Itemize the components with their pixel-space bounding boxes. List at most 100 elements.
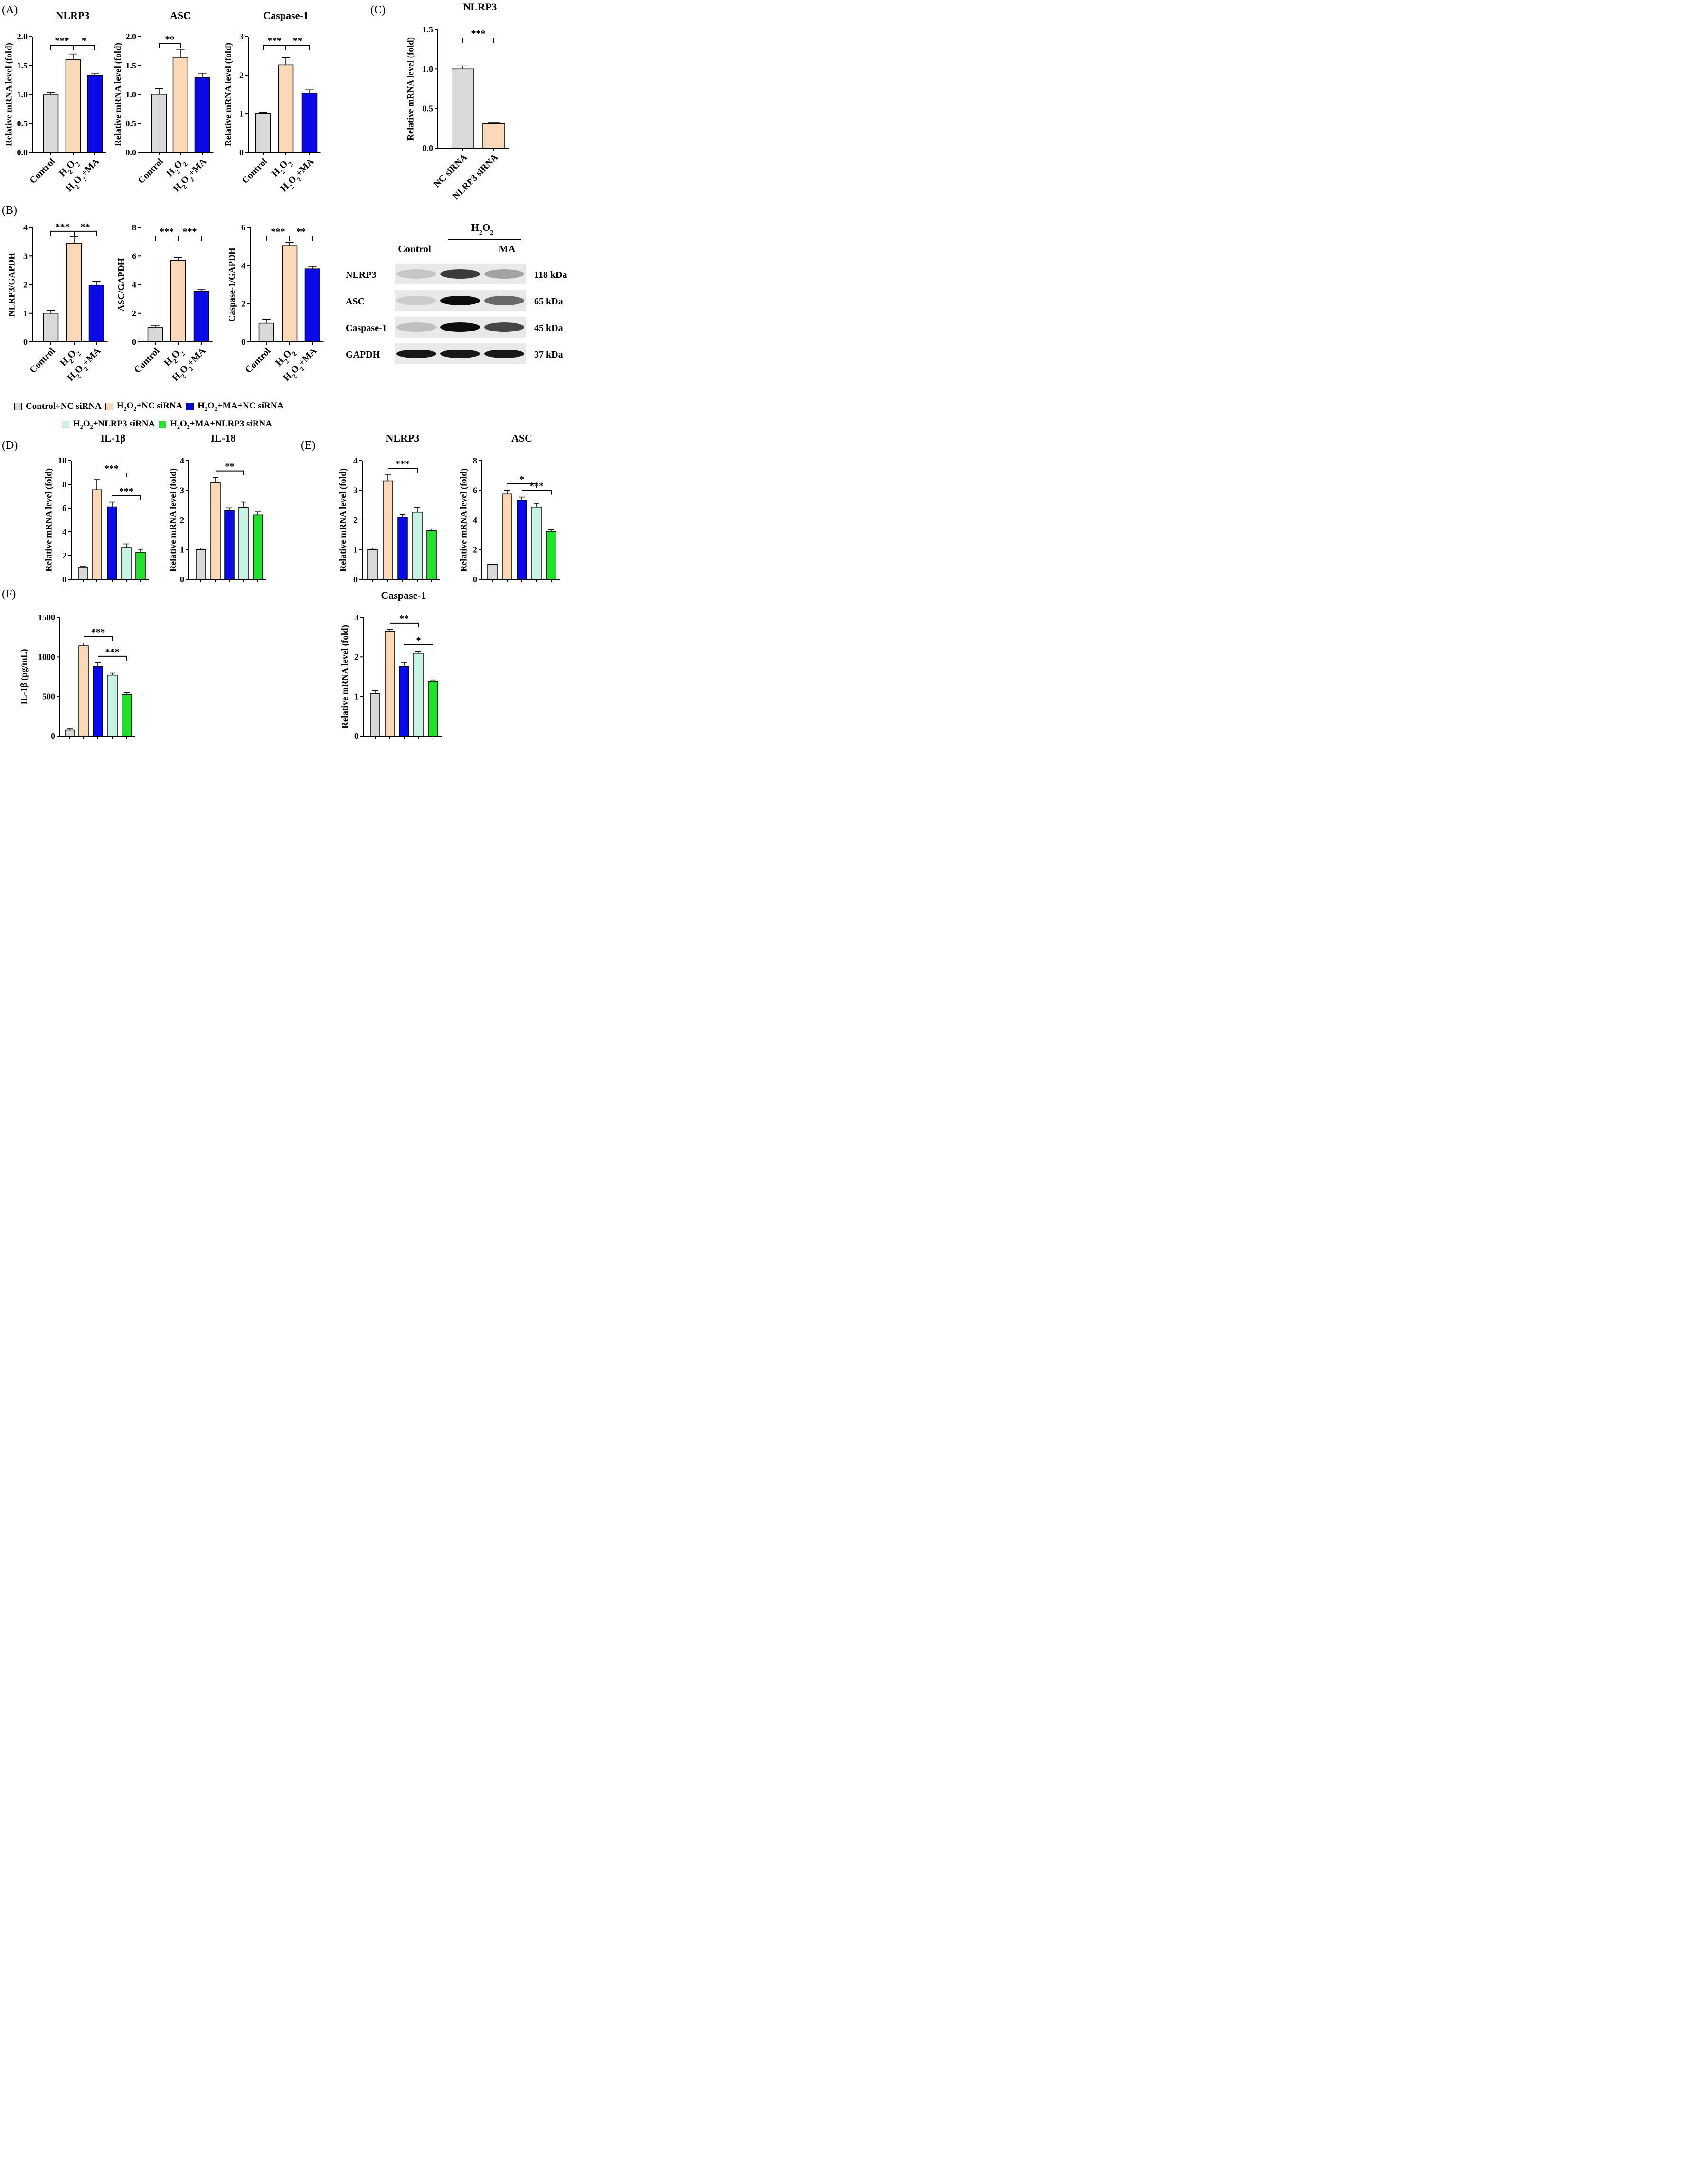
blot-band: [484, 269, 524, 279]
y-axis-label: Relative mRNA level (fold): [405, 37, 415, 141]
significance-label: ***: [396, 459, 410, 469]
bar: [107, 506, 117, 580]
bar: [93, 666, 103, 737]
y-tick-label: 4: [132, 280, 136, 290]
y-axis-label: Relative mRNA level (fold): [340, 625, 350, 728]
significance-bracket: [522, 490, 552, 495]
bar: [65, 729, 75, 737]
y-tick-label: 4: [180, 456, 184, 465]
y-tick-label: 0: [354, 731, 358, 741]
y-tick-label: 2: [180, 515, 184, 525]
y-tick-label: 4: [353, 456, 358, 465]
significance-label: *: [519, 474, 524, 485]
y-tick-label: 0: [239, 148, 244, 157]
blot-band: [396, 296, 436, 305]
x-tick-label: Control: [28, 156, 57, 186]
panel-label: (F): [2, 588, 16, 600]
bar: [452, 68, 474, 149]
y-tick-label: 2: [23, 280, 28, 290]
blot-band: [484, 350, 524, 358]
chart-d1: IL-1β 0 2 4 6 8 10 Relative mRNA level (fold) **…: [44, 432, 149, 584]
significance-label: ***: [471, 28, 486, 39]
y-tick-label: 2: [354, 652, 358, 662]
chart-e1: NLRP3 0 1 2 3 4 Relative mRNA level (fold) ***: [338, 432, 440, 584]
y-axis-label: Relative mRNA level (fold): [338, 468, 348, 572]
bar: [385, 631, 395, 737]
significance-bracket: [73, 45, 95, 50]
y-axis-label: NLRP3/GAPDH: [7, 253, 17, 317]
y-axis-label: ASC/GAPDH: [116, 258, 126, 311]
blot-lane-label: Control: [398, 243, 431, 255]
y-tick-label: 6: [132, 251, 136, 261]
y-tick-label: 0: [62, 575, 66, 584]
y-tick-label: 3: [23, 251, 28, 261]
bar: [66, 243, 82, 342]
panel-label: (C): [370, 4, 386, 16]
bar: [147, 327, 163, 342]
blot-kda-label: 65 kDa: [534, 296, 563, 307]
significance-bracket: [98, 655, 127, 661]
y-tick-label: 1: [353, 545, 358, 555]
chart-title: NLRP3: [463, 1, 497, 13]
significance-label: **: [293, 36, 302, 46]
x-tick-label: Control: [240, 156, 270, 186]
bar: [258, 322, 274, 342]
significance-label: ***: [55, 36, 69, 46]
legend-item: H2O2+MA+NLRP3 siRNA: [159, 419, 272, 431]
bar: [151, 94, 167, 153]
y-tick-label: 0: [23, 337, 28, 347]
bar: [413, 653, 424, 737]
y-tick-label: 3: [353, 486, 358, 495]
blot-band: [396, 350, 436, 358]
x-tick-label: Control: [243, 346, 273, 376]
blot-protein-label: GAPDH: [346, 350, 380, 360]
significance-label: *: [82, 36, 86, 46]
bar: [193, 291, 209, 342]
chart-title: NLRP3: [56, 9, 90, 21]
legend-swatch-h2o2: [105, 403, 113, 411]
bar: [482, 123, 505, 149]
y-tick-label: 0: [353, 575, 358, 584]
chart-title: ASC: [170, 9, 191, 21]
y-tick-label: 1000: [38, 652, 55, 662]
x-tick-label: Control: [28, 346, 57, 376]
y-tick-label: 8: [62, 480, 66, 489]
bar: [194, 77, 210, 153]
y-tick-label: 0.0: [423, 143, 433, 153]
blot-protein-label: NLRP3: [346, 270, 376, 280]
bar: [278, 64, 294, 153]
y-tick-label: 6: [241, 223, 245, 232]
bar: [304, 268, 320, 342]
y-axis-label: Relative mRNA level (fold): [44, 468, 54, 572]
y-tick-label: 0: [132, 337, 136, 347]
chart-f1: 0 500 1000 1500 IL-1β (pg/mL) ******: [19, 613, 135, 741]
chart-title: IL-1β: [100, 432, 125, 444]
blot-kda-label: 37 kDa: [534, 350, 563, 360]
blot-protein-label: Caspase-1: [346, 323, 387, 333]
panel-label: (E): [301, 439, 316, 452]
blot-protein-label: ASC: [346, 296, 365, 307]
y-tick-label: 2.0: [126, 32, 137, 41]
significance-bracket: [388, 468, 418, 473]
y-tick-label: 4: [241, 261, 245, 270]
significance-bracket: [84, 636, 113, 641]
bar: [172, 57, 188, 153]
y-axis-label: Caspase-1/GAPDH: [227, 247, 237, 321]
significance-bracket: [216, 470, 244, 475]
bar: [122, 694, 132, 737]
y-tick-label: 1.0: [126, 90, 137, 99]
significance-label: ***: [119, 486, 133, 497]
chart-e3: Caspase-1 0 1 2 3 Relative mRNA level (fold) *…: [340, 589, 442, 741]
y-tick-label: 6: [473, 486, 477, 495]
y-tick-label: 2.0: [17, 32, 28, 41]
bar: [196, 549, 206, 580]
y-tick-label: 8: [132, 223, 136, 232]
y-tick-label: 0: [241, 337, 245, 347]
y-tick-label: 10: [58, 456, 66, 465]
y-tick-label: 8: [473, 456, 477, 465]
chart-title: NLRP3: [386, 432, 420, 444]
legend-swatch-h2o2-ma: [186, 403, 194, 411]
